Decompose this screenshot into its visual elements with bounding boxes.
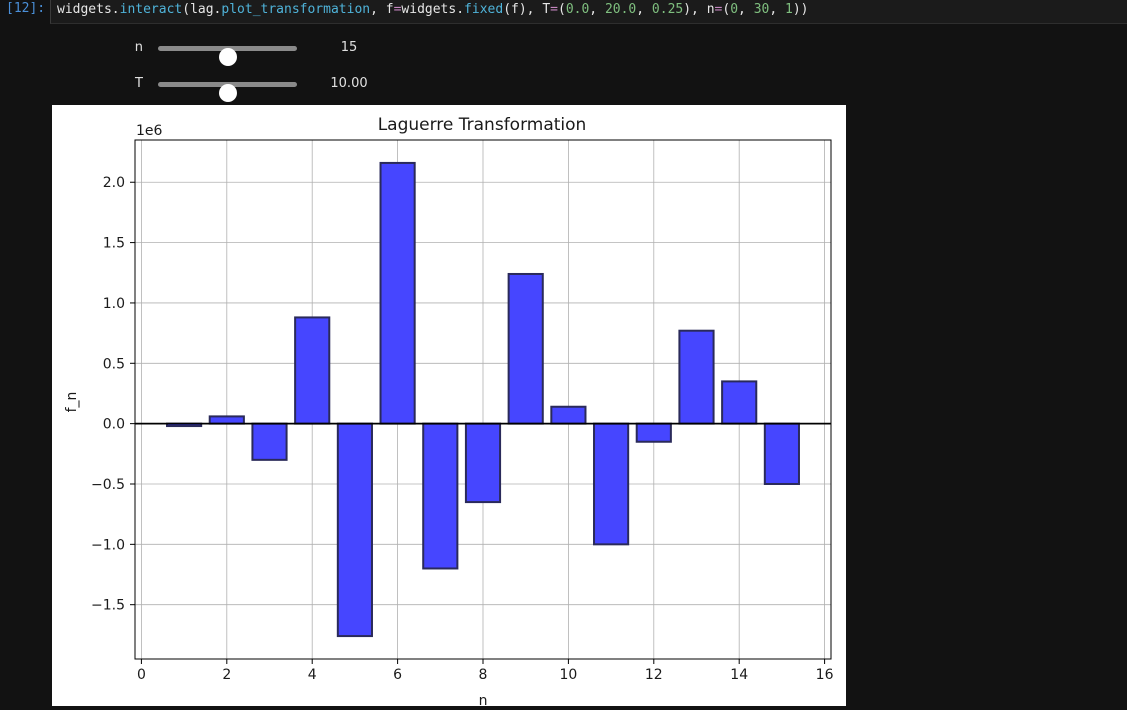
x-tick-label: 2	[222, 667, 231, 683]
y-tick-label: 2.0	[103, 175, 125, 191]
y-tick-label: 0.5	[103, 356, 125, 372]
bar	[379, 161, 416, 425]
bar	[422, 422, 459, 570]
code-token: widgets	[57, 2, 112, 17]
code-token: ,	[738, 2, 754, 17]
code-token: =	[714, 2, 723, 17]
bar	[763, 422, 800, 485]
n-slider-handle[interactable]	[218, 48, 237, 66]
x-tick-label: 16	[816, 667, 834, 683]
T-slider-value[interactable]: 10.00	[330, 76, 368, 91]
bar	[550, 405, 587, 425]
x-axis-label: n	[479, 693, 488, 706]
y-tick-label: 0.0	[103, 417, 125, 433]
code-token: widgets.	[401, 2, 465, 17]
x-tick-label: 14	[730, 667, 748, 683]
code-token: , f	[370, 2, 394, 17]
code-token: ,	[589, 2, 605, 17]
code-token: 0	[730, 2, 739, 17]
bar	[336, 422, 373, 638]
x-tick-label: 10	[559, 667, 577, 683]
y-tick-label: 1.0	[103, 296, 125, 312]
T-slider-track[interactable]	[158, 82, 297, 102]
bar	[251, 422, 288, 461]
x-tick-label: 8	[479, 667, 488, 683]
y-tick-label: −1.5	[91, 598, 125, 614]
n-slider-value[interactable]: 15	[340, 40, 358, 55]
bar	[507, 272, 544, 425]
bar	[593, 422, 630, 546]
cell-prompt: [12]:	[6, 1, 46, 16]
bar	[635, 422, 672, 443]
y-offset-label: 1e6	[136, 123, 163, 139]
x-tick-label: 0	[137, 667, 146, 683]
bar	[294, 316, 331, 425]
code-token: plot_transformation	[221, 2, 371, 17]
x-tick-label: 4	[308, 667, 317, 683]
x-tick-label: 12	[645, 667, 663, 683]
bar	[208, 415, 245, 425]
bar	[464, 422, 502, 504]
code-token: 20.0	[604, 2, 637, 17]
T-slider-label: T	[135, 76, 143, 91]
code-token: interact	[119, 2, 183, 17]
code-token: .	[111, 2, 120, 17]
y-axis-label: f_n	[64, 392, 80, 413]
code-token: =	[550, 2, 558, 17]
code-token: =	[393, 2, 402, 17]
y-tick-label: −0.5	[91, 477, 125, 493]
code-token: (	[557, 2, 566, 17]
plot-output: 0 2 4 6 8 10 12 14 16 −1.5 −1.0 −0.5 0.0 0.5 1.0 1.5 2.0…	[52, 105, 846, 709]
code-token: ,	[769, 2, 785, 17]
code-token: ))	[792, 2, 809, 17]
chart-title: Laguerre Transformation	[378, 115, 587, 135]
ticks: 0 2 4 6 8 10 12 14 16 −1.5 −1.0 −0.5 0.0 0.5 1.0 1.5 2.0	[91, 175, 834, 683]
bar-chart: 0 2 4 6 8 10 12 14 16 −1.5 −1.0 −0.5 0.0 0.5 1.0 1.5 2.0…	[64, 115, 834, 709]
y-tick-label: 1.5	[103, 236, 125, 252]
code-token: 0.25	[651, 2, 684, 17]
bar	[678, 329, 715, 425]
bar	[721, 380, 758, 425]
code-token: ), n	[683, 2, 715, 17]
code-token: 30	[753, 2, 770, 17]
code-token: (lag.	[182, 2, 222, 17]
code-token: fixed	[464, 2, 504, 17]
code-token: 1	[785, 2, 793, 17]
code-input[interactable]: widgets.interact(lag.plot_transformation…	[50, 0, 1127, 24]
code-token: (f), T	[503, 2, 551, 17]
x-tick-label: 6	[393, 667, 402, 683]
T-slider-handle[interactable]	[218, 84, 237, 102]
code-token: 0.0	[565, 2, 590, 17]
code-token: ,	[636, 2, 652, 17]
n-slider-track[interactable]	[158, 46, 297, 66]
n-slider-label: n	[134, 40, 143, 55]
code-token: (	[722, 2, 731, 17]
y-tick-label: −1.0	[91, 537, 125, 553]
